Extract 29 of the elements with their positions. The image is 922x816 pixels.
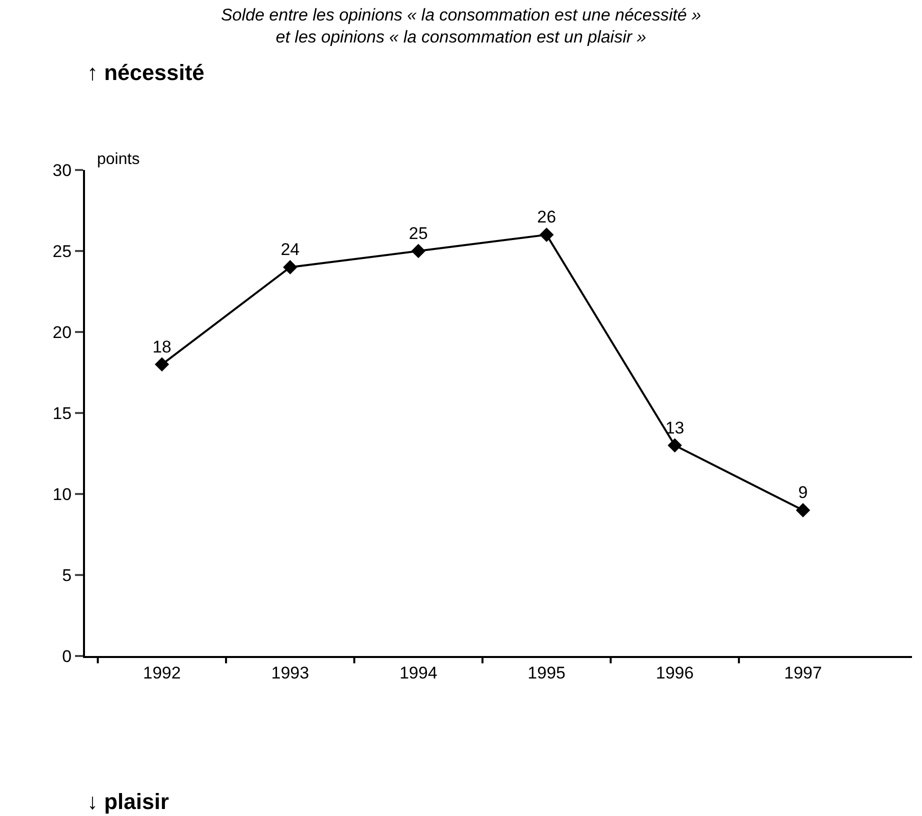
x-tick-label: 1996 — [656, 663, 694, 682]
x-tick-label: 1993 — [271, 663, 310, 682]
y-tick-label: 30 — [52, 160, 72, 180]
y-tick-label: 10 — [52, 484, 72, 504]
point — [796, 503, 810, 518]
x-tick-label: 1992 — [143, 663, 181, 682]
point — [411, 244, 426, 258]
y-tick-label: 0 — [62, 646, 72, 666]
data-label: 18 — [152, 337, 172, 356]
x-tick-label: 1994 — [399, 663, 438, 682]
point — [154, 357, 170, 372]
x-tick-label: 1997 — [784, 663, 822, 682]
data-label: 25 — [408, 224, 428, 243]
y-tick-label: 15 — [52, 404, 72, 423]
data-label: 9 — [798, 483, 808, 502]
point — [283, 260, 298, 274]
point — [668, 438, 682, 453]
chart-title: Solde entre les opinions « la consommation est une nécessité » et les opinions « la consommation est un plaisir » — [220, 5, 702, 46]
y-tick-label: 5 — [62, 566, 72, 585]
point — [539, 228, 554, 242]
y-tick-label: 20 — [52, 322, 72, 342]
data-label: 13 — [665, 418, 684, 438]
data-label: 24 — [280, 240, 300, 260]
y-axis-title: points — [97, 151, 140, 168]
text: ↑ nécessité — [87, 60, 204, 85]
text: ↓ plaisir — [87, 789, 170, 814]
y-tick-label: 25 — [52, 242, 72, 261]
data-label: 26 — [537, 208, 556, 227]
x-tick-label: 1995 — [528, 663, 566, 682]
